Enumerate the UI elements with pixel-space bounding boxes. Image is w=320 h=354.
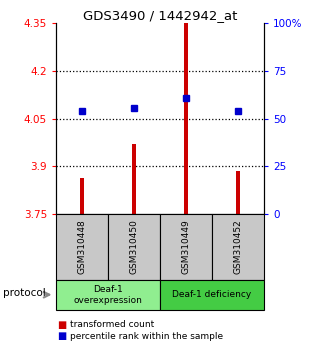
Text: ■: ■ xyxy=(58,331,67,341)
Text: protocol: protocol xyxy=(3,288,46,298)
Text: percentile rank within the sample: percentile rank within the sample xyxy=(70,332,224,341)
Text: GSM310450: GSM310450 xyxy=(130,219,139,274)
Bar xyxy=(132,144,136,214)
Text: GSM310452: GSM310452 xyxy=(234,219,243,274)
Text: ■: ■ xyxy=(58,320,67,330)
Text: Deaf-1
overexpression: Deaf-1 overexpression xyxy=(74,285,142,305)
Text: transformed count: transformed count xyxy=(70,320,155,329)
Bar xyxy=(236,171,240,214)
Text: Deaf-1 deficiency: Deaf-1 deficiency xyxy=(172,290,252,299)
Bar xyxy=(80,177,84,214)
Text: GSM310448: GSM310448 xyxy=(77,219,86,274)
Bar xyxy=(184,23,188,214)
Text: GSM310449: GSM310449 xyxy=(181,219,190,274)
Title: GDS3490 / 1442942_at: GDS3490 / 1442942_at xyxy=(83,9,237,22)
